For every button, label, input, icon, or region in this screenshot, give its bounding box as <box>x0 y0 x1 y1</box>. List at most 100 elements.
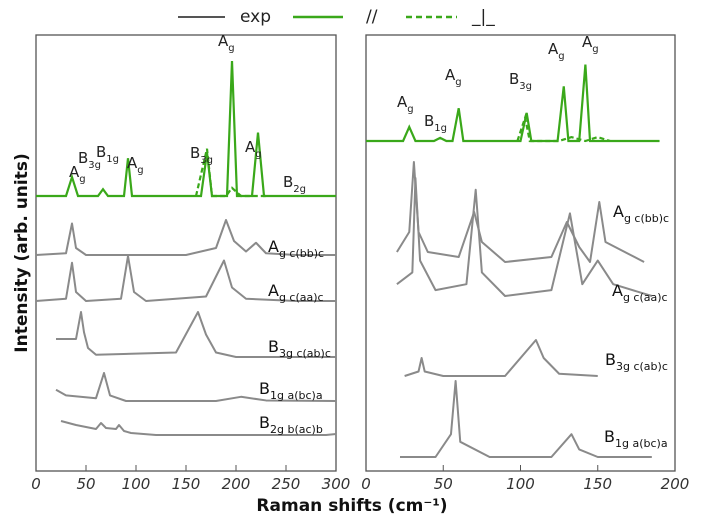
right-exp-trace <box>396 161 645 263</box>
trace-label-sub: 2g b(ac)b <box>270 423 323 436</box>
right-peak-label-main: B <box>509 70 519 88</box>
right-xtick-label: 50 <box>434 475 453 493</box>
left-exp-trace-label: Ag c(bb)c <box>268 237 324 260</box>
left-peak-label-main: A <box>127 154 138 172</box>
trace-label-main: A <box>268 237 279 256</box>
left-peak-label-sub: g <box>255 149 261 160</box>
left-exp-trace <box>35 255 336 302</box>
trace-label-sub: 1g a(bc)a <box>270 389 323 402</box>
right-peak-label-sub: g <box>592 44 598 55</box>
trace-label-main: B <box>259 413 270 432</box>
left-xtick-label: 50 <box>76 475 95 493</box>
left-peak-label-sub: 1g <box>106 154 119 165</box>
right-exp-trace <box>396 177 653 297</box>
left-peak-label: Ag <box>127 154 144 176</box>
left-exp-trace <box>56 311 336 358</box>
left-peak-label-main: B <box>96 143 106 161</box>
right-exp-trace-label: B1g a(bc)a <box>604 427 668 450</box>
left-calc-parallel-line <box>36 60 336 198</box>
trace-label-sub: g c(aa)c <box>279 291 324 304</box>
left-peak-label: Ag <box>69 163 86 185</box>
right-peak-label: Ag <box>548 40 565 62</box>
left-peak-label-sub: 3g <box>88 160 101 171</box>
left-exp-trace <box>60 420 337 436</box>
trace-label-sub: 1g a(bc)a <box>615 437 668 450</box>
trace-label-sub: g c(bb)c <box>279 247 324 260</box>
left-calc-perp-line <box>194 148 266 198</box>
left-peak-label: B1g <box>96 143 119 165</box>
right-peak-label-main: A <box>397 93 408 111</box>
right-xtick-label: 200 <box>661 475 690 493</box>
left-peak-label: B3g <box>78 149 101 171</box>
right-xtick-label: 100 <box>506 475 535 493</box>
right-peak-label: B1g <box>424 112 447 134</box>
right-xtick-label: 0 <box>361 475 371 493</box>
trace-label-main: B <box>268 337 279 356</box>
trace-label-sub: 3g c(ab)c <box>616 360 668 373</box>
right-peak-label: Ag <box>582 33 599 55</box>
left-exp-trace-label: B2g b(ac)b <box>259 413 323 436</box>
trace-label-sub: 3g c(ab)c <box>279 347 331 360</box>
trace-label-sub: g c(bb)c <box>624 212 669 225</box>
right-peak-label: B3g <box>509 70 532 92</box>
left-xtick-label: 200 <box>222 475 251 493</box>
left-peak-label-main: B <box>78 149 88 167</box>
legend-parallel-label: // <box>366 7 378 27</box>
left-exp-trace <box>55 372 337 402</box>
trace-label-main: B <box>259 379 270 398</box>
right-peak-label-main: A <box>548 40 559 58</box>
right-peak-label: Ag <box>445 66 462 88</box>
left-xtick-label: 300 <box>322 475 351 493</box>
y-axis-title: Intensity (arb. units) <box>12 153 32 352</box>
left-xtick-label: 0 <box>31 475 41 493</box>
left-xtick-label: 250 <box>272 475 301 493</box>
legend: exp // _|_ <box>178 7 495 27</box>
left-peak-label-main: A <box>245 138 256 156</box>
left-peak-label-sub: 2g <box>293 184 306 195</box>
right-exp-trace-label: B3g c(ab)c <box>605 350 668 373</box>
right-peak-label-main: A <box>445 66 456 84</box>
right-peak-label-sub: g <box>455 77 461 88</box>
left-peak-label-sub: g <box>228 43 234 54</box>
right-exp-trace-label: Ag c(aa)c <box>612 281 668 304</box>
left-peak-label-sub: g <box>137 165 143 176</box>
right-peak-label-sub: g <box>407 104 413 115</box>
trace-label-main: B <box>605 350 616 369</box>
left-peak-label-main: B <box>190 144 200 162</box>
x-axis-title: Raman shifts (cm⁻¹) <box>256 496 447 516</box>
trace-label-main: A <box>612 281 623 300</box>
right-peak-label-sub: g <box>558 51 564 62</box>
right-exp-trace <box>399 380 652 458</box>
legend-perp-label: _|_ <box>471 7 495 27</box>
trace-label-main: A <box>613 202 624 221</box>
left-peak-label: Ag <box>245 138 262 160</box>
left-peak-label-sub: 3g <box>200 155 213 166</box>
right-peak-label-main: B <box>424 112 434 130</box>
left-exp-trace-label: Ag c(aa)c <box>268 281 324 304</box>
left-xtick-label: 150 <box>172 475 201 493</box>
left-exp-trace <box>35 219 336 256</box>
right-xtick-label: 150 <box>583 475 612 493</box>
trace-label-main: A <box>268 281 279 300</box>
right-calc-parallel-line <box>366 64 660 143</box>
left-exp-trace-label: B1g a(bc)a <box>259 379 323 402</box>
right-exp-trace-label: Ag c(bb)c <box>613 202 669 225</box>
right-peak-label: Ag <box>397 93 414 115</box>
left-peak-label-main: B <box>283 173 293 191</box>
left-peak-label-main: A <box>218 32 229 50</box>
left-peak-label-sub: g <box>79 174 85 185</box>
right-peak-label-sub: 3g <box>519 81 532 92</box>
trace-label-sub: g c(aa)c <box>623 291 668 304</box>
legend-exp-label: exp <box>240 7 271 27</box>
left-xtick-label: 100 <box>122 475 151 493</box>
right-peak-label-sub: 1g <box>434 123 447 134</box>
right-peak-label-main: A <box>582 33 593 51</box>
left-peak-label: B2g <box>283 173 306 195</box>
left-peak-label: B3g <box>190 144 213 166</box>
right-calc-perp-line <box>516 113 611 143</box>
right-exp-trace <box>404 339 598 377</box>
left-exp-trace-label: B3g c(ab)c <box>268 337 331 360</box>
